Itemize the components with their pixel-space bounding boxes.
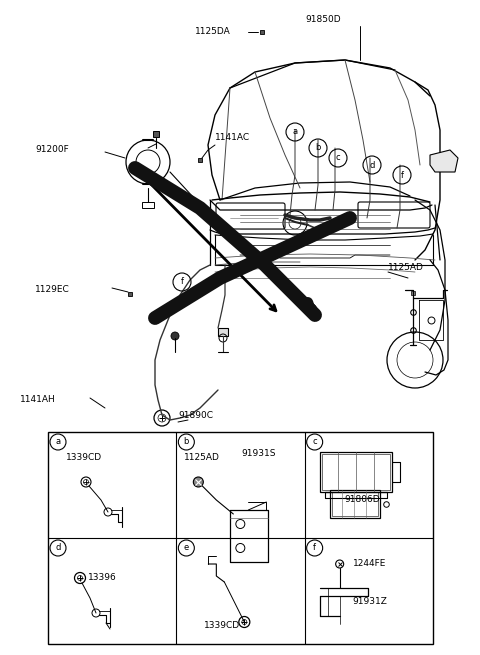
Text: d: d bbox=[55, 544, 60, 553]
Bar bbox=[48, 432, 433, 644]
Text: d: d bbox=[369, 160, 375, 170]
Text: c: c bbox=[312, 438, 317, 447]
Bar bbox=[142, 202, 154, 208]
Text: c: c bbox=[336, 153, 340, 162]
Text: 13396: 13396 bbox=[88, 574, 117, 582]
Bar bbox=[330, 490, 380, 518]
Text: 1125AD: 1125AD bbox=[184, 453, 220, 462]
Circle shape bbox=[193, 477, 204, 487]
Text: 1141AC: 1141AC bbox=[215, 134, 250, 143]
Text: 1125AD: 1125AD bbox=[388, 263, 424, 272]
Bar bbox=[322, 454, 390, 490]
Text: 1141AH: 1141AH bbox=[20, 396, 56, 405]
Bar bbox=[218, 328, 228, 336]
Text: 1125DA: 1125DA bbox=[195, 28, 231, 37]
Text: 91806D: 91806D bbox=[345, 495, 380, 504]
Circle shape bbox=[171, 332, 179, 340]
Bar bbox=[332, 492, 378, 516]
Text: b: b bbox=[184, 438, 189, 447]
Polygon shape bbox=[430, 150, 458, 172]
Text: a: a bbox=[55, 438, 60, 447]
Bar bbox=[320, 452, 392, 492]
Text: f: f bbox=[313, 544, 316, 553]
Text: b: b bbox=[315, 143, 321, 153]
Text: a: a bbox=[292, 128, 298, 136]
Text: 1339CD: 1339CD bbox=[66, 453, 102, 462]
Text: f: f bbox=[400, 170, 404, 179]
Text: 1339CD: 1339CD bbox=[204, 622, 240, 631]
Text: e: e bbox=[184, 544, 189, 553]
Text: 91850D: 91850D bbox=[305, 16, 341, 24]
Text: 1244FE: 1244FE bbox=[353, 559, 386, 569]
Text: 91890C: 91890C bbox=[178, 411, 213, 419]
Text: 1129EC: 1129EC bbox=[35, 286, 70, 295]
Text: f: f bbox=[180, 278, 183, 286]
Text: 91200F: 91200F bbox=[35, 145, 69, 155]
Text: 91931S: 91931S bbox=[241, 449, 276, 458]
Text: 91931Z: 91931Z bbox=[353, 597, 387, 607]
